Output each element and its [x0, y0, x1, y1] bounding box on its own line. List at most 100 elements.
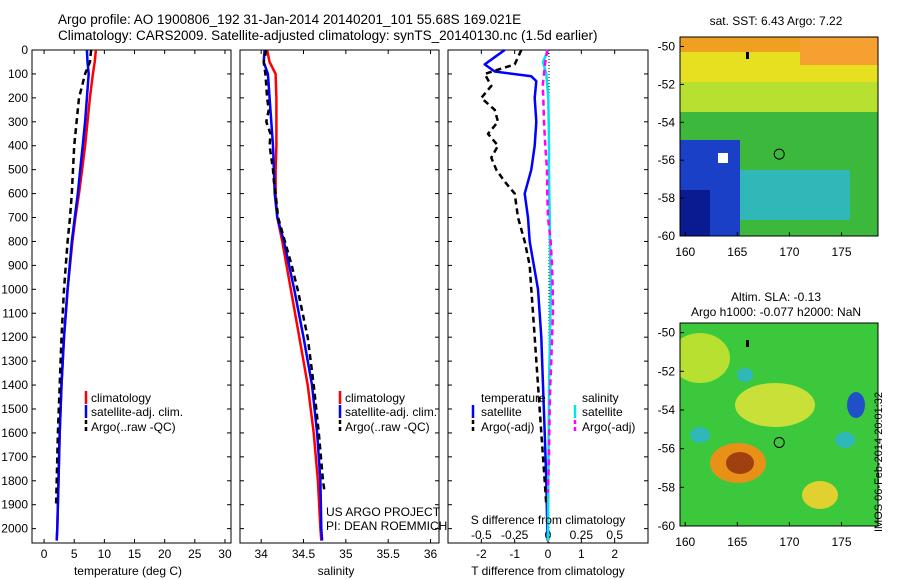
depth-tick-label: 500: [8, 163, 28, 177]
temperature-x-tick-label: 0: [41, 547, 48, 561]
sla-map-y-tick-label: -54: [658, 403, 676, 417]
s-difference-axis-label: S difference from climatology: [471, 513, 626, 527]
salinity-legend: climatology satellite-adj. clim. Argo(..…: [338, 391, 437, 434]
depth-tick-label: 1500: [1, 402, 28, 416]
depth-tick-label: 1700: [1, 450, 28, 464]
sla-map-x-tick-label: 160: [675, 535, 695, 549]
salinity-series-line-1: [262, 49, 324, 541]
sla-map-patch-yellow-south: [802, 481, 838, 509]
difference-legend-s-satellite: satellite: [582, 405, 623, 419]
sst-map-x-tick-label: 165: [727, 245, 747, 259]
chart-title-line-1: Argo profile: AO 1900806_192 31-Jan-2014…: [58, 12, 522, 27]
difference-x-tick-label: 2: [611, 547, 618, 561]
sst-map-patch-orange: [800, 37, 878, 65]
depth-tick-label: 400: [8, 139, 28, 153]
difference-series-group: [480, 48, 555, 541]
salinity-legend-climatology: climatology: [345, 391, 405, 405]
sla-map-axis-ticks: -50 -52 -54 -56 -58 -60 160 165 170 175: [658, 326, 852, 549]
difference-x-tick-label: -1: [509, 547, 520, 561]
sla-map-x-tick-label: 170: [779, 535, 799, 549]
temperature-x-tick-label: 15: [128, 547, 142, 561]
sla-map-patch-cyan-1: [690, 427, 710, 443]
sla-map-patch-blue-east: [847, 392, 865, 418]
temperature-legend-climatology: climatology: [91, 391, 151, 405]
difference-x-tick-label: 1: [578, 547, 585, 561]
salinity-legend-satellite: satellite-adj. clim.: [345, 405, 437, 419]
sst-map-patch-white: [718, 153, 728, 163]
depth-tick-label: 1800: [1, 474, 28, 488]
sla-map-frame: [679, 322, 879, 527]
salinity-legend-argo: Argo(..raw -QC): [345, 420, 430, 434]
depth-tick-label: 700: [8, 211, 28, 225]
depth-tick-label: 0: [21, 43, 28, 57]
salinity-axis-label: salinity: [318, 564, 355, 578]
t-difference-axis-label: T difference from climatology: [471, 564, 625, 578]
s-difference-tick-label: -0.25: [501, 528, 529, 542]
sst-map-title: sat. SST: 6.43 Argo: 7.22: [710, 14, 843, 28]
sst-map-frame: [679, 36, 879, 237]
salinity-x-tick-label: 34.5: [292, 547, 316, 561]
chart-title-line-2: Climatology: CARS2009. Satellite-adjuste…: [58, 28, 598, 43]
depth-tick-label: 900: [8, 258, 28, 272]
difference-legend-t-argo: Argo(-adj): [481, 420, 534, 434]
salinity-panel-frame: [239, 49, 440, 544]
sst-map-axis-ticks: -50 -52 -54 -56 -58 -60 160 165 170 175: [658, 39, 852, 259]
sst-map-x-tick-label: 175: [832, 245, 852, 259]
depth-tick-label: 1000: [1, 282, 28, 296]
sst-map-y-tick-label: -60: [658, 229, 676, 243]
s-difference-tick-label: 0.5: [606, 528, 623, 542]
difference-series-line-0: [483, 48, 549, 541]
difference-legend-t-satellite: satellite: [481, 405, 522, 419]
sst-map-argo-marker: [773, 148, 785, 160]
sla-map-y-tick-label: -58: [658, 480, 676, 494]
depth-tick-label: 1300: [1, 354, 28, 368]
difference-series-line-3: [541, 49, 555, 493]
temperature-panel-frame: [31, 49, 232, 544]
difference-legend-title-salinity: salinity: [582, 391, 619, 405]
difference-legend-s-argo: Argo(-adj): [582, 420, 635, 434]
sla-map-title: Altim. SLA: -0.13: [731, 290, 821, 304]
depth-tick-label: 1900: [1, 498, 28, 512]
difference-x-tick-label: -2: [476, 547, 487, 561]
salinity-series-line-2: [262, 49, 326, 493]
difference-legend-title-temperature: temperature: [481, 391, 546, 405]
project-annotation: US ARGO PROJECT: [326, 505, 441, 519]
depth-tick-label: 1100: [2, 306, 28, 320]
sla-map-patch-yellow-north: [680, 333, 730, 383]
imos-timestamp: IMOS 06-Feb-2014 20:01:32: [873, 391, 885, 532]
temperature-axis-label: temperature (deg C): [74, 564, 182, 578]
sst-map-land-marker: [746, 52, 749, 59]
difference-x-tick-label: 0: [545, 547, 552, 561]
depth-tick-label: 1600: [1, 426, 28, 440]
sla-map-patch-cyan-2: [835, 432, 855, 448]
sla-map-y-tick-label: -52: [658, 364, 676, 378]
temperature-series-line-1: [55, 49, 90, 541]
sla-map-x-tick-label: 175: [832, 535, 852, 549]
depth-tick-label: 2000: [1, 522, 28, 536]
depth-tick-label: 800: [8, 234, 28, 248]
salinity-x-tick-label: 35.5: [377, 547, 401, 561]
temperature-legend: climatology satellite-adj. clim. Argo(..…: [84, 391, 183, 434]
temperature-x-tick-label: 5: [71, 547, 78, 561]
depth-tick-label: 1400: [1, 378, 28, 392]
depth-tick-label: 100: [8, 67, 28, 81]
sla-map-y-tick-label: -56: [658, 442, 676, 456]
sla-map-subtitle: Argo h1000: -0.077 h2000: NaN: [691, 305, 861, 319]
sst-map-y-tick-label: -58: [658, 191, 676, 205]
temperature-series-line-2: [54, 49, 93, 505]
depth-tick-label: 200: [8, 91, 28, 105]
temperature-legend-argo: Argo(..raw -QC): [91, 420, 176, 434]
sla-map-y-tick-label: -50: [658, 326, 676, 340]
temperature-axis-ticks: 0100200300400500600700800900100011001200…: [1, 43, 232, 561]
sst-map-y-tick-label: -54: [658, 115, 676, 129]
sst-map-patch-darkblue: [680, 190, 710, 236]
sla-map-land-marker: [746, 340, 749, 347]
salinity-series-group: [262, 49, 326, 541]
sla-map-x-tick-label: 165: [727, 535, 747, 549]
sst-map-x-tick-label: 160: [675, 245, 695, 259]
temperature-x-tick-label: 20: [158, 547, 172, 561]
temperature-x-tick-label: 30: [218, 547, 232, 561]
sst-map-y-tick-label: -52: [658, 77, 676, 91]
salinity-x-tick-label: 34: [254, 547, 268, 561]
